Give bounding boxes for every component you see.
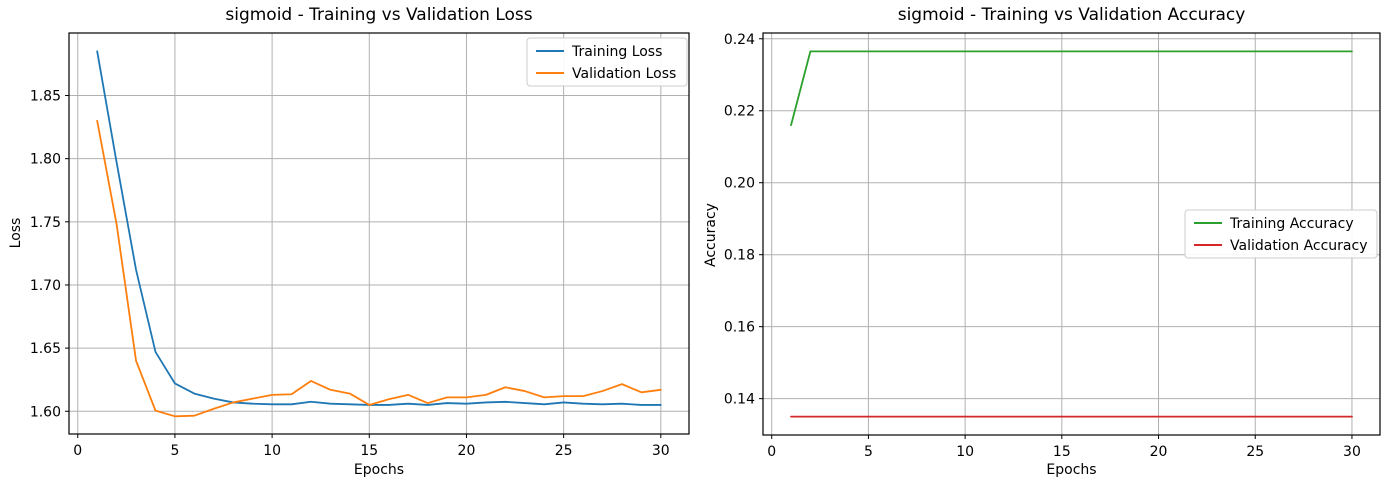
y-tick-label: 1.60 bbox=[30, 404, 61, 420]
series-line-validation-loss bbox=[96, 119, 662, 418]
y-tick-label: 0.18 bbox=[724, 248, 755, 264]
y-tick-label: 0.24 bbox=[724, 32, 755, 48]
legend-label: Validation Loss bbox=[572, 66, 676, 82]
loss-chart-canvas: 0 5 10 15 20 25 30 1.60 1.65 1.70 1.75 1.80 1.85 Trai… bbox=[30, 32, 690, 459]
x-tick-label: 20 bbox=[458, 443, 476, 459]
x-tick-label: 10 bbox=[263, 443, 281, 459]
loss-x-axis-label: Epochs bbox=[353, 462, 405, 478]
x-tick-label: 25 bbox=[1246, 444, 1264, 460]
y-tick-label: 0.16 bbox=[724, 320, 755, 336]
axes-frame bbox=[762, 32, 1381, 436]
legend-box bbox=[1184, 209, 1378, 259]
legend: Training Loss Validation Loss bbox=[526, 37, 688, 87]
legend: Training Accuracy Validation Accuracy bbox=[1184, 209, 1378, 259]
x-tick-label: 0 bbox=[767, 444, 776, 460]
x-tick-label: 25 bbox=[555, 443, 573, 459]
x-tick-label: 5 bbox=[864, 444, 873, 460]
accuracy-chart-canvas: 0 5 10 15 20 25 30 0.14 0.16 0.18 0.20 0.22 0.24 Trai… bbox=[724, 32, 1381, 460]
axes-frame bbox=[68, 32, 690, 435]
accuracy-y-axis-label: Accuracy bbox=[703, 203, 719, 267]
y-tick-label: 1.85 bbox=[30, 89, 61, 105]
x-tick-label: 30 bbox=[1343, 444, 1361, 460]
series-line-training-loss bbox=[96, 50, 662, 406]
legend-label: Validation Accuracy bbox=[1230, 238, 1368, 254]
x-tick-label: 15 bbox=[1053, 444, 1071, 460]
loss-y-axis-label: Loss bbox=[8, 217, 24, 249]
accuracy-x-axis-label: Epochs bbox=[1046, 462, 1097, 478]
y-tick-label: 0.20 bbox=[724, 176, 755, 192]
x-tick-label: 15 bbox=[360, 443, 378, 459]
y-tick-label: 1.65 bbox=[30, 341, 61, 357]
y-tick-label: 0.22 bbox=[724, 104, 755, 120]
y-tick-label: 1.75 bbox=[30, 215, 61, 231]
y-tick-label: 1.70 bbox=[30, 278, 61, 294]
x-tick-label: 0 bbox=[73, 443, 82, 459]
legend-label: Training Loss bbox=[571, 44, 662, 60]
x-tick-label: 5 bbox=[170, 443, 179, 459]
y-tick-label: 1.80 bbox=[30, 152, 61, 168]
x-tick-label: 30 bbox=[652, 443, 670, 459]
y-tick-label: 0.14 bbox=[724, 392, 755, 408]
loss-chart-title: sigmoid - Training vs Validation Loss bbox=[225, 5, 533, 25]
x-tick-label: 10 bbox=[956, 444, 974, 460]
legend-label: Training Accuracy bbox=[1229, 216, 1354, 232]
accuracy-chart-title: sigmoid - Training vs Validation Accurac… bbox=[897, 5, 1246, 25]
legend-box bbox=[526, 37, 688, 87]
x-tick-label: 20 bbox=[1150, 444, 1168, 460]
series-line-training-accuracy bbox=[790, 50, 1353, 127]
